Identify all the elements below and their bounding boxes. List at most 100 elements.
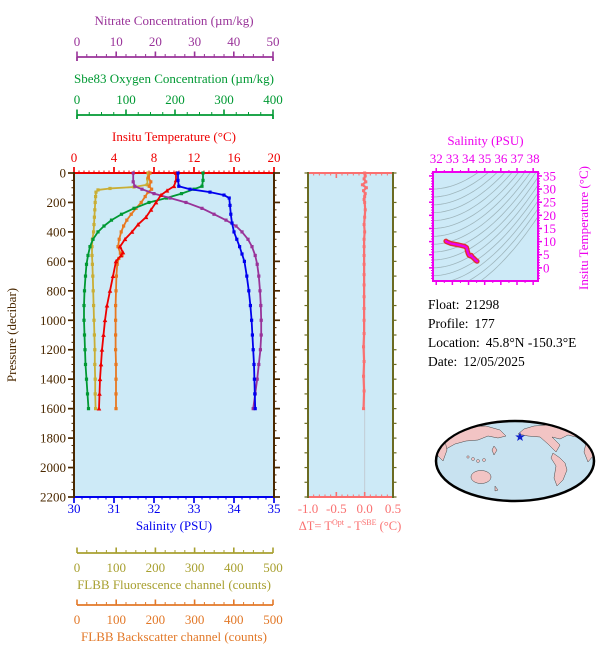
tick-label: 40 (227, 34, 240, 49)
tick-label: 8 (151, 150, 158, 165)
tick-label: 500 (263, 560, 283, 575)
tick-label: 0.0 (357, 501, 373, 516)
nitrate-scale-bar: 0 10 20 30 40 50 (74, 34, 280, 61)
oxygen-scale-bar: 0 100 200 300 400 (74, 92, 283, 119)
location-label: Location: (428, 335, 480, 350)
tick-label: 400 (224, 560, 244, 575)
tick-label: 15 (543, 221, 556, 236)
tick-label: 0 (60, 166, 67, 181)
tick-label: 38 (527, 151, 540, 166)
profile-label: Profile: (428, 316, 469, 331)
delta-t-label-part: - T (343, 519, 362, 534)
salinity-axis-title: Salinity (PSU) (135, 518, 213, 533)
date-line: Date: 12/05/2025 (428, 354, 576, 370)
tick-label: 35 (478, 151, 491, 166)
tick-label: 0 (543, 260, 550, 275)
tick-label: 10 (110, 34, 123, 49)
date-label: Date: (428, 354, 458, 369)
series-salinity (176, 171, 257, 411)
tick-label: 37 (511, 151, 525, 166)
float-metadata: Float: 21298 Profile: 177 Location: 45.8°N … (428, 297, 576, 373)
tick-label: 1000 (40, 313, 66, 328)
tick-label: 500 (263, 612, 283, 627)
tick-label: 100 (106, 612, 126, 627)
tick-label: 4 (111, 150, 118, 165)
delta-t-axis-title: ΔT= TOpt - TSBE (°C) (282, 518, 418, 534)
ts-salinity-title: Salinity (PSU) (447, 133, 524, 148)
tick-label: 20 (149, 34, 162, 49)
series-nitrate (131, 171, 263, 411)
tick-label: -1.0 (298, 501, 319, 516)
series-delta-t (360, 171, 368, 411)
tick-label: 34 (228, 501, 242, 516)
tick-label: 0 (74, 612, 81, 627)
world-map (434, 419, 596, 503)
tick-label: 1800 (40, 431, 66, 446)
tick-label: 2000 (40, 460, 66, 475)
delta-t-label-part: ΔT= T (298, 519, 332, 534)
tick-label: 400 (47, 224, 67, 239)
tick-label: 33 (446, 151, 459, 166)
tick-label: 32 (148, 501, 161, 516)
float-label: Float: (428, 297, 460, 312)
tick-label: 36 (494, 151, 508, 166)
tick-label: 50 (267, 34, 280, 49)
tick-label: 200 (165, 92, 185, 107)
tick-label: 25 (543, 195, 556, 210)
tick-label: 0 (74, 92, 81, 107)
float-location-star (515, 432, 525, 441)
tick-label: -0.5 (326, 501, 347, 516)
backscatter-axis-title: FLBB Backscatter channel (counts) (81, 629, 267, 644)
delta-t-sup-opt: Opt (331, 518, 344, 527)
tick-label: 1600 (40, 401, 66, 416)
tick-label: 16 (228, 150, 242, 165)
tick-label: 200 (146, 560, 166, 575)
tick-label: 1200 (40, 342, 66, 357)
tick-label: 1400 (40, 372, 66, 387)
delta-t-label-part: (°C) (376, 519, 402, 534)
tick-label: 600 (47, 254, 67, 269)
tick-label: 20 (543, 208, 556, 223)
tick-label: 300 (185, 560, 205, 575)
tick-label: 0.5 (385, 501, 401, 516)
tick-label: 10 (543, 234, 556, 249)
ts-curve (443, 238, 480, 264)
series-temperature (96, 170, 179, 411)
plot-backgrounds (74, 172, 538, 497)
fluorescence-scale-bar: 0 100 200 300 400 500 (74, 547, 283, 575)
tick-label: 30 (68, 501, 81, 516)
temperature-axis-title: Insitu Temperature (°C) (112, 129, 236, 144)
tick-label: 30 (543, 182, 556, 197)
float-value: 21298 (465, 297, 500, 312)
nitrate-axis-title: Nitrate Concentration (µm/kg) (94, 13, 254, 28)
tick-label: 0 (74, 34, 81, 49)
backscatter-scale-bar: 0 100 200 300 400 500 (74, 599, 283, 627)
fluorescence-axis-title: FLBB Fluorescence channel (counts) (77, 577, 271, 592)
float-id-line: Float: 21298 (428, 297, 576, 313)
tick-label: 12 (188, 150, 201, 165)
tick-label: 0 (74, 560, 81, 575)
location-line: Location: 45.8°N -150.3°E (428, 335, 576, 351)
isopycnal-contours (433, 172, 538, 281)
location-value: 45.8°N -150.3°E (485, 335, 577, 350)
series-oxygen (82, 171, 205, 411)
tick-label: 31 (108, 501, 121, 516)
ts-temperature-title: Insitu Temperature (°C) (576, 166, 591, 290)
tick-label: 300 (185, 612, 205, 627)
tick-label: 5 (543, 247, 550, 262)
tick-label: 32 (430, 151, 443, 166)
tick-label: 30 (188, 34, 201, 49)
pressure-axis-title: Pressure (decibar) (4, 287, 19, 383)
date-value: 12/05/2025 (463, 354, 525, 369)
tick-label: 100 (106, 560, 126, 575)
tick-label: 35 (543, 168, 556, 183)
tick-label: 200 (146, 612, 166, 627)
tick-label: 33 (188, 501, 201, 516)
tick-label: 20 (268, 150, 281, 165)
delta-t-sup-sbe: SBE (361, 518, 377, 527)
tick-label: 100 (116, 92, 136, 107)
profile-value: 177 (474, 316, 495, 331)
